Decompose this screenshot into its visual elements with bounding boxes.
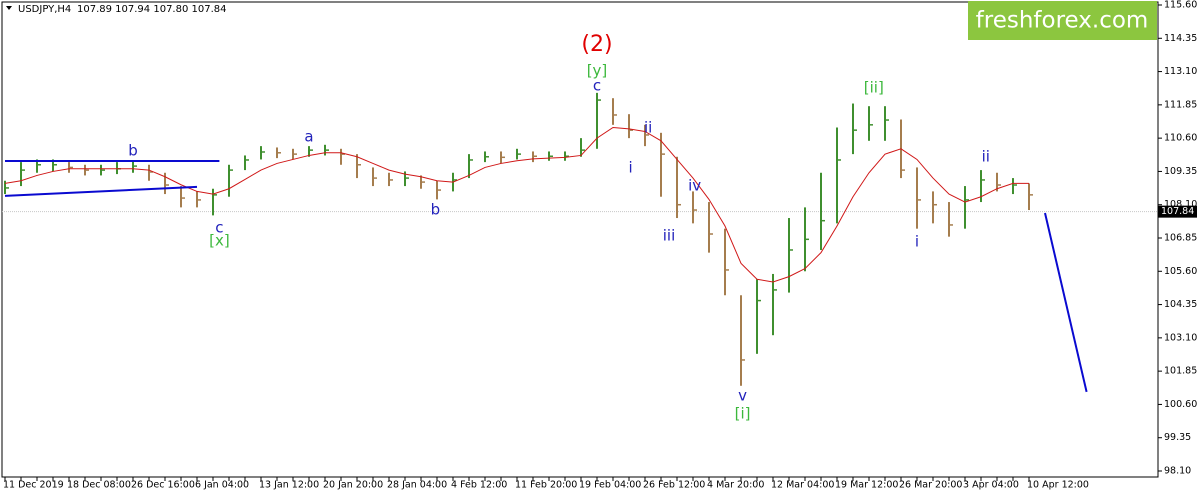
y-tick-label: 99.35 — [1164, 432, 1191, 443]
wave-label: ii — [644, 119, 652, 137]
wave-label: [i] — [735, 405, 751, 423]
y-tick-label: 98.10 — [1164, 466, 1191, 477]
wave-label: [ii] — [864, 79, 884, 97]
y-tick-label: 110.60 — [1164, 133, 1197, 144]
wave-label: i — [915, 232, 919, 250]
y-tick-label: 109.35 — [1164, 166, 1197, 177]
symbol-menu-icon[interactable] — [6, 6, 12, 10]
x-tick-label: 6 Jan 04:00 — [195, 480, 249, 491]
x-tick-label: 26 Mar 20:00 — [899, 480, 962, 491]
x-tick-label: 11 Dec 2019 — [3, 480, 64, 491]
x-tick-label: 18 Dec 08:00 — [67, 480, 131, 491]
logo: freshforex.com — [976, 8, 1149, 34]
y-tick-label: 104.35 — [1164, 299, 1197, 310]
wave-label: c — [215, 218, 223, 236]
x-tick-label: 20 Jan 20:00 — [323, 480, 383, 491]
y-tick-label: 101.85 — [1164, 366, 1197, 377]
y-tick-label: 106.85 — [1164, 233, 1197, 244]
y-tick-label: 105.60 — [1164, 266, 1197, 277]
x-tick-label: 11 Feb 20:00 — [515, 480, 577, 491]
current-price-label: 107.84 — [1161, 206, 1194, 217]
wave-label: (2) — [581, 32, 612, 57]
y-tick-label: 114.35 — [1164, 33, 1197, 44]
x-tick-label: 19 Feb 04:00 — [579, 480, 641, 491]
y-tick-label: 115.60 — [1164, 0, 1197, 11]
wave-label: c — [593, 77, 601, 95]
wave-label: b — [431, 201, 441, 219]
y-tick-label: 108.10 — [1164, 199, 1197, 210]
y-tick-label: 103.10 — [1164, 332, 1197, 343]
wave-label: [y] — [587, 62, 608, 80]
x-tick-label: 3 Apr 04:00 — [963, 480, 1019, 491]
moving-average — [4, 126, 1029, 283]
x-tick-label: 13 Jan 12:00 — [259, 480, 319, 491]
x-tick-label: 26 Feb 12:00 — [643, 480, 705, 491]
wave-label: a — [304, 128, 313, 146]
x-tick-label: 4 Feb 12:00 — [451, 480, 507, 491]
wave-label: [x] — [209, 231, 230, 249]
plot-frame — [1, 1, 1159, 478]
wave-label: iv — [688, 177, 701, 195]
trend-line — [1044, 212, 1088, 393]
trend-line — [4, 185, 198, 197]
x-tick-label: 26 Dec 16:00 — [131, 480, 195, 491]
x-tick-label: 12 Mar 04:00 — [771, 480, 834, 491]
wave-label: b — [128, 141, 138, 159]
y-tick-label: 113.10 — [1164, 66, 1197, 77]
wave-label: v — [738, 386, 747, 404]
wave-label: iii — [663, 226, 676, 244]
x-tick-label: 4 Mar 20:00 — [707, 480, 764, 491]
wave-label: ii — [982, 148, 990, 166]
header-prices: 107.89 107.94 107.80 107.84 — [77, 4, 227, 15]
logo-box — [968, 1, 1157, 40]
y-tick-label: 111.85 — [1164, 99, 1197, 110]
x-tick-label: 10 Apr 12:00 — [1027, 480, 1089, 491]
x-tick-label: 28 Jan 04:00 — [387, 480, 447, 491]
y-tick-label: 100.60 — [1164, 399, 1197, 410]
x-tick-label: 19 Mar 12:00 — [835, 480, 898, 491]
wave-label: i — [629, 158, 633, 176]
symbol-name: USDJPY,H4 — [18, 4, 71, 15]
current-price-box — [1158, 205, 1197, 218]
